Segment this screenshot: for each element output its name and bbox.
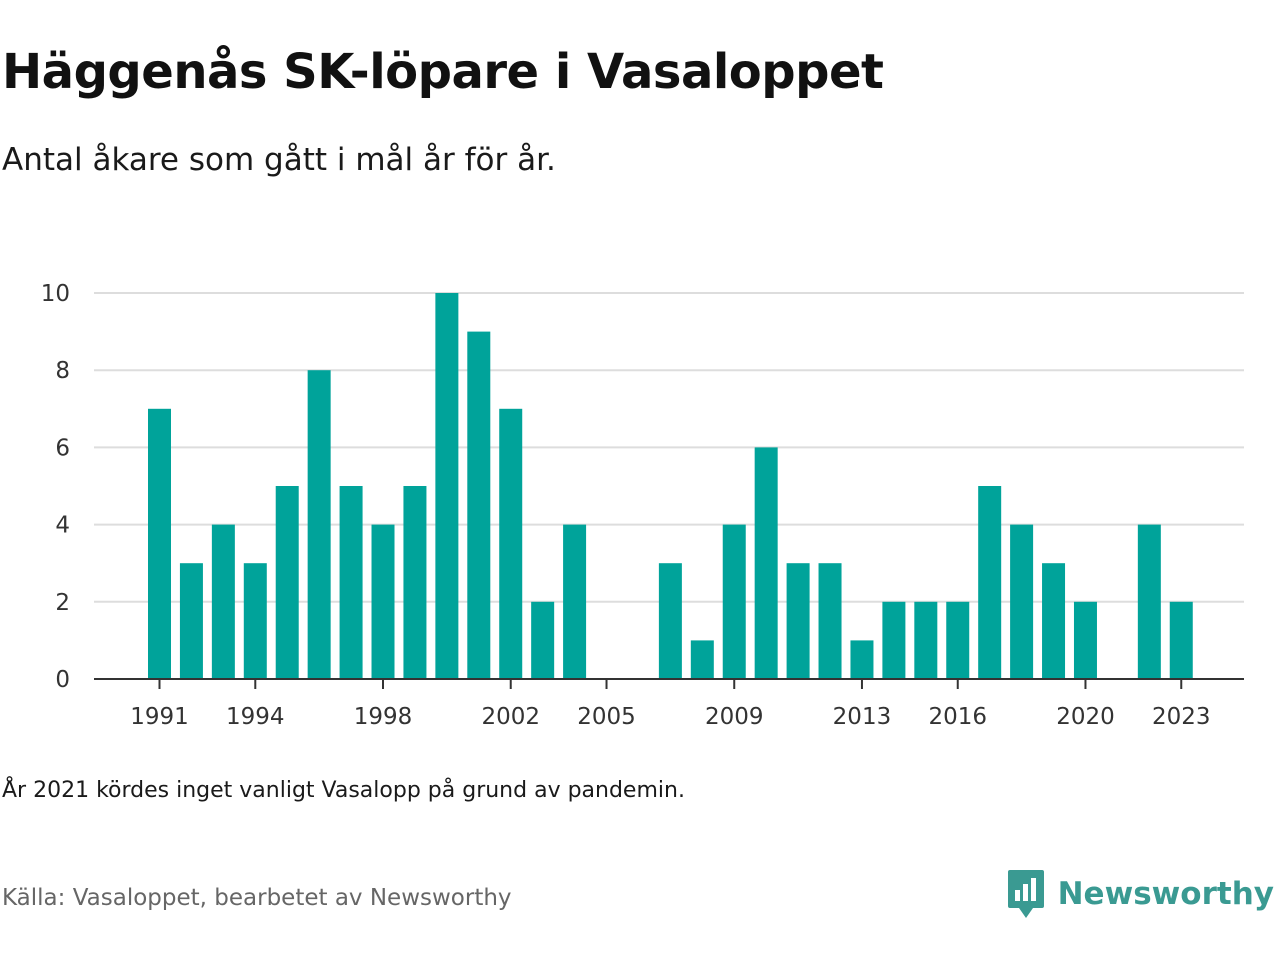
bar-2000 bbox=[435, 293, 459, 679]
bar-2003 bbox=[531, 601, 555, 679]
x-axis-labels: 1991 1994 1998 2002 2005 2009 2013 2016 2020 2023 bbox=[130, 704, 1210, 730]
bar-1991 bbox=[148, 408, 171, 679]
x-tick-label: 1998 bbox=[354, 704, 413, 730]
bar-2022 bbox=[1137, 524, 1161, 679]
bar-2023 bbox=[1169, 601, 1193, 679]
x-tick-label: 2005 bbox=[577, 704, 636, 730]
bar-chart: 0 2 4 6 8 10 1991 1994 1998 2002 2005 2009 2013 2016… bbox=[41, 281, 1244, 730]
x-tick-label: 2002 bbox=[481, 704, 540, 730]
bar-2018 bbox=[1010, 524, 1034, 679]
bar-2020 bbox=[1073, 601, 1097, 679]
bar-2009 bbox=[722, 524, 746, 679]
chart-title: Häggenås SK-löpare i Vasaloppet bbox=[2, 44, 884, 100]
gridlines bbox=[94, 292, 1244, 603]
x-tick-label: 2023 bbox=[1152, 704, 1211, 730]
bar-2004 bbox=[563, 524, 587, 679]
bar-2007 bbox=[658, 563, 682, 679]
bar-2013 bbox=[850, 640, 874, 679]
bar-1999 bbox=[403, 486, 427, 679]
brand-name: Newsworthy bbox=[1057, 876, 1274, 912]
bar-1997 bbox=[339, 486, 363, 679]
x-tick-label: 1994 bbox=[226, 704, 285, 730]
bar-2015 bbox=[914, 601, 938, 679]
bar-1992 bbox=[179, 563, 203, 679]
bar-1995 bbox=[275, 486, 299, 679]
x-tick-label: 2016 bbox=[928, 704, 987, 730]
x-tick-label: 1991 bbox=[130, 704, 189, 730]
bar-1998 bbox=[371, 524, 395, 679]
bar-2017 bbox=[978, 486, 1002, 679]
x-axis bbox=[94, 678, 1244, 689]
bar-2012 bbox=[818, 563, 842, 679]
y-tick-label: 4 bbox=[55, 513, 70, 539]
x-tick-label: 2020 bbox=[1056, 704, 1115, 730]
bar-2010 bbox=[754, 447, 778, 679]
brand-logo[interactable]: Newsworthy bbox=[1006, 868, 1274, 920]
bar-2014 bbox=[882, 601, 906, 679]
bar-1996 bbox=[307, 370, 331, 679]
y-tick-label: 2 bbox=[55, 590, 70, 616]
bar-2019 bbox=[1042, 563, 1066, 679]
bar-1993 bbox=[211, 524, 235, 679]
bar-2002 bbox=[499, 408, 523, 679]
bar-2011 bbox=[786, 563, 810, 679]
y-tick-label: 6 bbox=[55, 435, 70, 461]
y-tick-label: 0 bbox=[55, 667, 70, 693]
bar-2008 bbox=[690, 640, 714, 679]
bars bbox=[148, 293, 1193, 679]
chart-subtitle: Antal åkare som gått i mål år för år. bbox=[2, 142, 556, 178]
y-tick-label: 10 bbox=[41, 281, 70, 307]
x-tick-label: 2013 bbox=[833, 704, 892, 730]
source-text: Källa: Vasaloppet, bearbetet av Newswort… bbox=[2, 885, 512, 911]
chart-note: År 2021 kördes inget vanligt Vasalopp på… bbox=[2, 778, 685, 803]
y-tick-label: 8 bbox=[55, 358, 70, 384]
y-axis-labels: 0 2 4 6 8 10 bbox=[41, 281, 70, 693]
bar-1994 bbox=[243, 563, 267, 679]
newsworthy-logo-icon bbox=[1007, 870, 1044, 918]
bar-2001 bbox=[467, 331, 491, 679]
x-tick-label: 2009 bbox=[705, 704, 764, 730]
bar-2016 bbox=[946, 601, 970, 679]
